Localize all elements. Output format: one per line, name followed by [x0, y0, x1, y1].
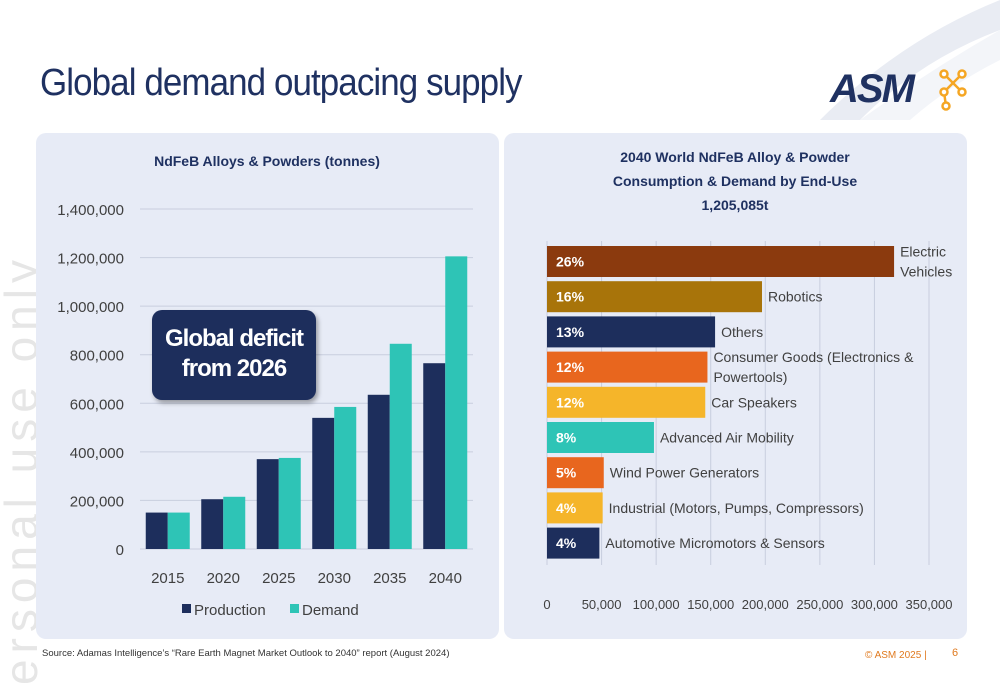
y-tick-label: 0	[116, 542, 124, 559]
bar-end-use	[547, 527, 600, 559]
category-label: Car Speakers	[711, 394, 797, 410]
y-tick-label: 800,000	[70, 348, 124, 365]
y-tick-label: 1,400,000	[57, 202, 124, 219]
bar-production-2040	[423, 363, 446, 549]
copyright: © ASM 2025 |	[865, 650, 927, 661]
category-label: Wind Power Generators	[610, 465, 759, 481]
category-label: Automotive Micromotors & Sensors	[605, 535, 824, 551]
bar-end-use	[547, 422, 654, 453]
category-label: Others	[721, 324, 763, 340]
bar-end-use	[547, 457, 604, 489]
bar-production-2035	[367, 394, 390, 549]
bar-demand-2015	[167, 512, 190, 549]
y-tick-label: 1,000,000	[57, 299, 124, 316]
x-tick-label: 50,000	[582, 597, 622, 612]
bar-data-label: 16%	[556, 289, 585, 305]
x-tick-label: 2025	[262, 570, 295, 587]
bar-demand-2040	[445, 256, 468, 549]
legend-label-production: Production	[194, 602, 266, 619]
category-label: Powertools)	[713, 369, 787, 385]
bar-end-use	[547, 492, 603, 524]
chart-title-line: Consumption & Demand by End-Use	[613, 173, 857, 189]
bar-end-use	[547, 281, 763, 313]
production-demand-chart: NdFeB Alloys & Powders (tonnes) 0 200,000 4…	[57, 153, 473, 619]
end-use-panel: 2040 World NdFeB Alloy & Powder Consumpti…	[504, 133, 967, 639]
x-tick-label: 100,000	[633, 597, 680, 612]
category-label: Industrial (Motors, Pumps, Compressors)	[609, 500, 864, 516]
category-label: Advanced Air Mobility	[660, 430, 794, 446]
x-tick-label: 150,000	[687, 597, 734, 612]
x-tick-label: 2040	[429, 570, 462, 587]
x-tick-label: 2035	[373, 570, 406, 587]
bar-production-2015	[145, 512, 168, 549]
bar-data-label: 5%	[556, 465, 577, 481]
bar-demand-2020	[223, 496, 246, 549]
corner-swoosh-decoration	[820, 0, 1000, 120]
chart-title-line: 1,205,085t	[702, 197, 769, 213]
category-label: Vehicles	[900, 264, 952, 280]
bar-data-label: 4%	[556, 500, 577, 516]
bar-end-use	[547, 316, 716, 348]
bar-data-label: 13%	[556, 324, 585, 340]
molecule-icon	[939, 69, 967, 111]
callout-line1: Global deficit	[164, 325, 304, 352]
bar-demand-2035	[389, 343, 412, 549]
x-tick-label: 350,000	[906, 597, 953, 612]
x-tick-label: 300,000	[851, 597, 898, 612]
x-tick-label: 2020	[207, 570, 240, 587]
y-tick-label: 1,200,000	[57, 251, 124, 268]
asm-logo: ASM	[829, 67, 967, 111]
bar-data-label: 8%	[556, 430, 577, 446]
bar-end-use	[547, 246, 895, 277]
x-tick-label: 200,000	[742, 597, 789, 612]
x-tick-label: 2030	[318, 570, 351, 587]
bar-demand-2025	[278, 457, 301, 549]
legend-swatch-production	[182, 604, 191, 613]
y-tick-label: 200,000	[70, 493, 124, 510]
x-tick-label: 0	[543, 597, 550, 612]
category-label: Electric	[900, 244, 946, 260]
category-label: Robotics	[768, 289, 822, 305]
legend-swatch-demand	[290, 604, 299, 613]
chart-title-line: 2040 World NdFeB Alloy & Powder	[620, 149, 850, 165]
bar-data-label: 4%	[556, 535, 577, 551]
bar-end-use	[547, 386, 706, 418]
end-use-chart: 2040 World NdFeB Alloy & Powder Consumpti…	[543, 149, 953, 612]
bar-production-2025	[256, 459, 279, 549]
bar-data-label: 26%	[556, 254, 585, 270]
y-tick-label: 400,000	[70, 445, 124, 462]
legend-label-demand: Demand	[302, 602, 359, 619]
page-number: 6	[952, 647, 959, 659]
bar-data-label: 12%	[556, 394, 585, 410]
source-note: Source: Adamas Intelligence’s “Rare Eart…	[42, 648, 450, 659]
bar-end-use	[547, 351, 708, 383]
production-demand-panel: NdFeB Alloys & Powders (tonnes) 0 200,000 4…	[36, 133, 499, 639]
global-deficit-callout: Global deficit from 2026	[152, 310, 316, 400]
x-tick-label: 250,000	[796, 597, 843, 612]
x-tick-label: 2015	[151, 570, 184, 587]
bar-production-2030	[312, 417, 335, 549]
bar-production-2020	[201, 499, 224, 549]
page-title: Global demand outpacing supply	[40, 62, 523, 104]
category-label: Consumer Goods (Electronics &	[713, 349, 914, 365]
y-tick-label: 600,000	[70, 396, 124, 413]
bar-demand-2030	[334, 406, 357, 549]
callout-line2: from 2026	[181, 355, 287, 382]
chart-title: NdFeB Alloys & Powders (tonnes)	[154, 153, 380, 169]
bar-data-label: 12%	[556, 359, 585, 375]
logo-text: ASM	[829, 67, 917, 111]
